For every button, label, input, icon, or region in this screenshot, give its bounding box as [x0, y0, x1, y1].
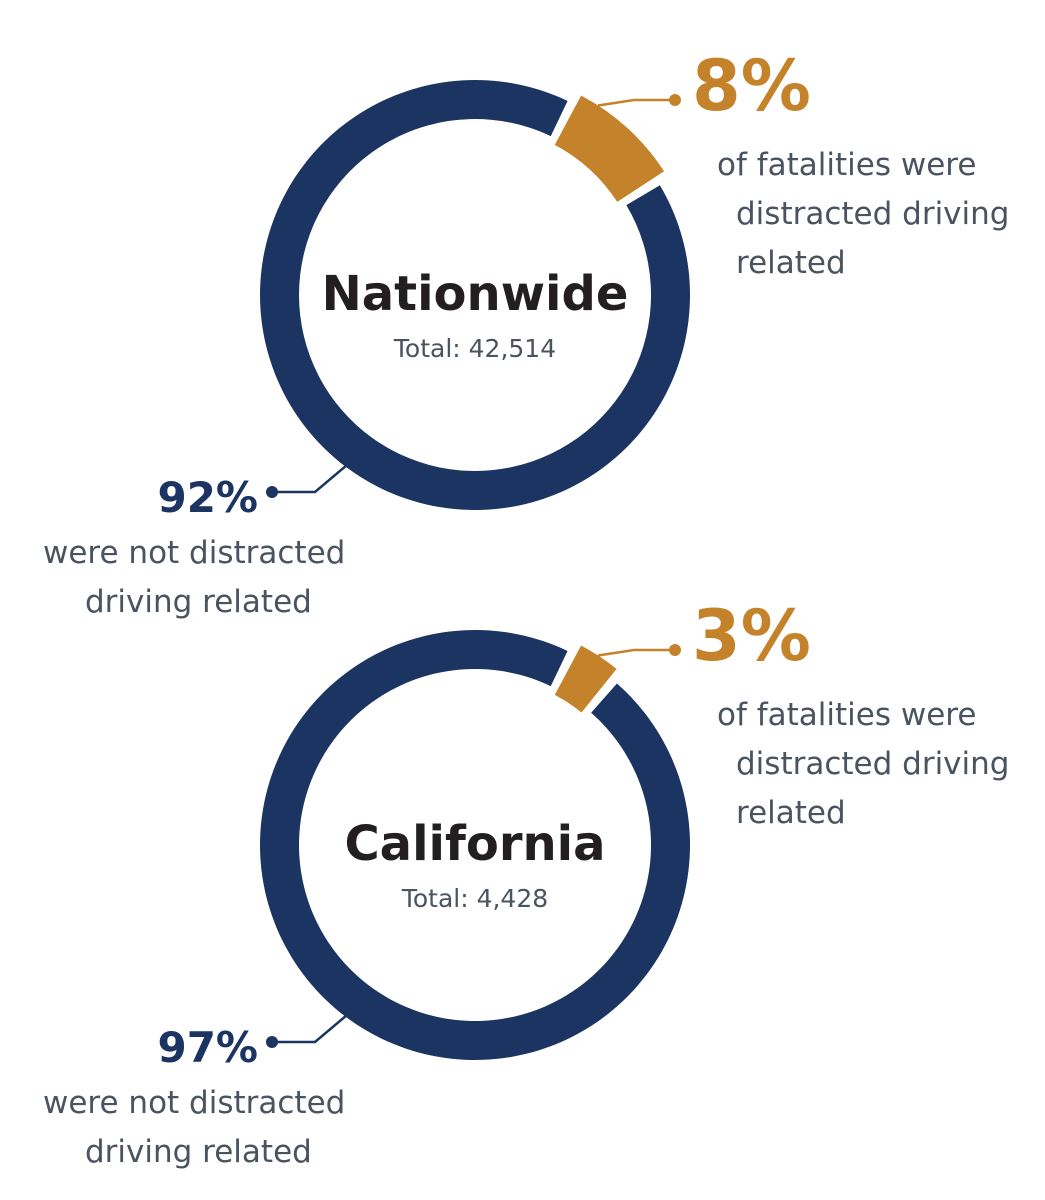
navy-description-line: driving related	[85, 1134, 312, 1170]
navy-description-line: were not distracted	[43, 1085, 345, 1121]
orange-leader-dot	[669, 94, 681, 106]
chart-title: California	[344, 816, 605, 872]
navy-percent: 97%	[157, 1023, 258, 1072]
orange-description-line: related	[736, 795, 846, 831]
orange-leader-line	[597, 98, 675, 107]
navy-percent: 92%	[157, 473, 258, 522]
navy-description-line: were not distracted	[43, 535, 345, 571]
orange-description-line: distracted driving	[736, 746, 1009, 782]
orange-description-line: distracted driving	[736, 196, 1009, 232]
orange-leader-dot	[669, 644, 681, 656]
navy-leader-dot	[266, 486, 278, 498]
orange-description-line: of fatalities were	[717, 697, 976, 733]
donut-california: California Total: 4,428 3% of fatalities we…	[43, 595, 1009, 1170]
donut-nationwide: Nationwide Total: 42,514 8% of fatalities w…	[43, 45, 1009, 620]
navy-description-line: driving related	[85, 584, 312, 620]
orange-slice	[554, 645, 617, 713]
navy-leader-line	[272, 1004, 360, 1044]
orange-percent: 3%	[692, 595, 811, 677]
navy-leader-line	[272, 454, 360, 494]
orange-description-line: of fatalities were	[717, 147, 976, 183]
orange-description-line: related	[736, 245, 846, 281]
orange-percent: 8%	[692, 45, 811, 127]
orange-slice	[554, 95, 665, 202]
chart-total: Total: 42,514	[393, 334, 556, 363]
navy-leader-dot	[266, 1036, 278, 1048]
chart-title: Nationwide	[322, 266, 629, 322]
chart-total: Total: 4,428	[401, 884, 548, 913]
orange-leader-line	[597, 648, 675, 657]
